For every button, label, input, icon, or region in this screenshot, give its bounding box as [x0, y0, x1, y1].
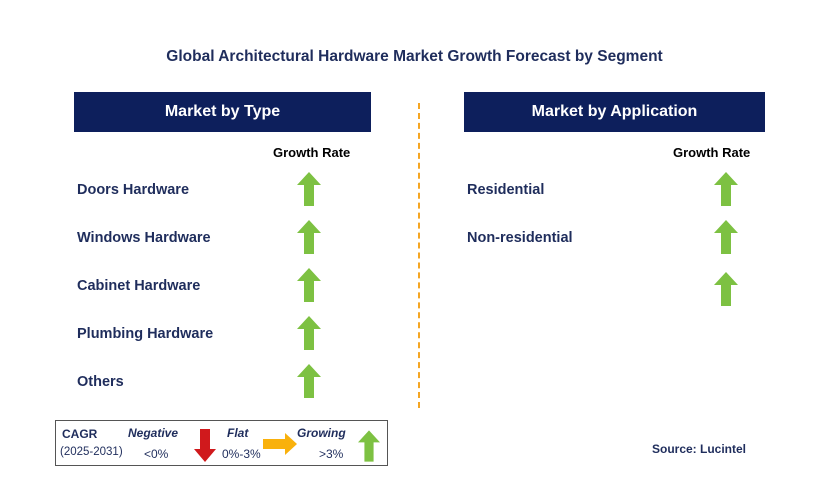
legend-cagr-label: CAGR — [62, 427, 98, 441]
up-arrow-icon — [714, 272, 738, 306]
type-row-label: Plumbing Hardware — [77, 326, 214, 342]
type-row-label: Doors Hardware — [77, 182, 190, 198]
type-row-label: Others — [77, 374, 124, 390]
application-row-label: Residential — [467, 182, 545, 198]
application-panel-header-label: Market by Application — [531, 103, 698, 120]
source-note: Source: Lucintel — [652, 442, 747, 456]
legend-growing-range: >3% — [319, 447, 344, 461]
down-arrow-icon — [194, 429, 216, 462]
up-arrow-icon — [297, 316, 321, 350]
legend-growing-label: Growing — [297, 426, 346, 440]
type-panel-header-label: Market by Type — [164, 103, 281, 120]
application-growth-rate-header: Growth Rate — [673, 145, 751, 160]
panel-divider — [418, 103, 420, 408]
up-arrow-icon — [714, 172, 738, 206]
application-panel-header: Market by Application — [464, 92, 765, 132]
up-arrow-icon — [297, 220, 321, 254]
page-title: Global Architectural Hardware Market Gro… — [166, 48, 663, 65]
type-row-label: Windows Hardware — [77, 230, 211, 246]
cagr-legend: CAGR (2025-2031) Negative <0% Flat 0%-3%… — [55, 420, 388, 466]
up-arrow-icon — [358, 430, 380, 462]
legend-negative-label: Negative — [128, 426, 179, 440]
type-row-label: Cabinet Hardware — [77, 278, 201, 294]
up-arrow-icon — [297, 268, 321, 302]
type-growth-rate-header: Growth Rate — [273, 145, 351, 160]
right-arrow-icon — [263, 433, 297, 455]
legend-negative-range: <0% — [144, 447, 169, 461]
application-row-label: Non-residential — [467, 230, 573, 246]
up-arrow-icon — [714, 220, 738, 254]
up-arrow-icon — [297, 172, 321, 206]
up-arrow-icon — [297, 364, 321, 398]
legend-period: (2025-2031) — [60, 446, 123, 458]
legend-flat-label: Flat — [227, 426, 249, 440]
type-panel-header: Market by Type — [74, 92, 371, 132]
legend-flat-range: 0%-3% — [222, 447, 261, 461]
